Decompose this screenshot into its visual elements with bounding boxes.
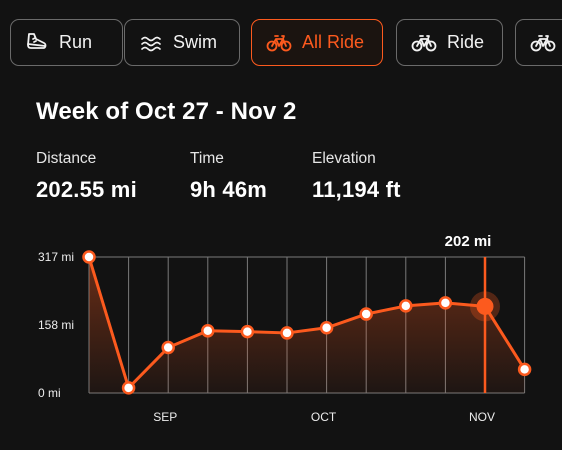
stat-distance-label: Distance	[36, 150, 97, 167]
stat-time-label: Time	[190, 150, 224, 167]
stat-distance-value: 202.55 mi	[36, 177, 137, 202]
data-point	[517, 362, 532, 377]
filter-more-button[interactable]	[515, 19, 562, 66]
stat-time: Time 9h 46m	[190, 150, 267, 203]
week-title: Week of Oct 27 - Nov 2	[36, 98, 297, 125]
data-point	[319, 321, 334, 335]
data-point	[121, 381, 136, 395]
filter-ride-label: Ride	[447, 32, 485, 52]
data-point	[280, 326, 294, 340]
waves-icon	[139, 31, 163, 55]
filter-run-button[interactable]: Run	[10, 19, 123, 66]
filter-swim-label: Swim	[173, 32, 217, 52]
selected-data-point	[476, 297, 494, 315]
y-tick-label: 158 mi	[38, 318, 74, 332]
stat-elevation-label: Elevation	[312, 150, 376, 167]
y-tick-label: 317 mi	[38, 250, 74, 264]
data-point	[359, 307, 373, 321]
stat-elevation: Elevation 11,194 ft	[312, 150, 401, 203]
series-area	[89, 257, 525, 393]
sport-filter-bar: Run Swim All Ride	[10, 19, 562, 67]
data-point	[201, 324, 215, 338]
data-point	[161, 340, 175, 355]
bike-icon	[266, 31, 292, 55]
bike-icon	[530, 31, 556, 55]
selected-value-label: 202 mi	[445, 233, 492, 250]
filter-swim-button[interactable]: Swim	[124, 19, 240, 66]
filter-run-label: Run	[59, 32, 93, 52]
data-point	[438, 296, 453, 310]
data-point	[240, 324, 255, 339]
shoe-icon	[25, 31, 49, 55]
y-tick-label: 0 mi	[38, 386, 61, 400]
x-tick-label: SEP	[153, 410, 177, 424]
stat-elevation-value: 11,194 ft	[312, 177, 401, 202]
stat-distance: Distance 202.55 mi	[36, 150, 137, 203]
filter-all-ride-label: All Ride	[302, 32, 365, 52]
filter-ride-button[interactable]: Ride	[396, 19, 503, 66]
filter-all-ride-button[interactable]: All Ride	[251, 19, 383, 66]
x-tick-label: OCT	[311, 410, 337, 424]
data-point	[82, 250, 96, 264]
data-point	[399, 299, 413, 313]
stat-time-value: 9h 46m	[190, 177, 268, 202]
bike-icon	[411, 31, 437, 55]
x-tick-label: NOV	[469, 410, 495, 424]
